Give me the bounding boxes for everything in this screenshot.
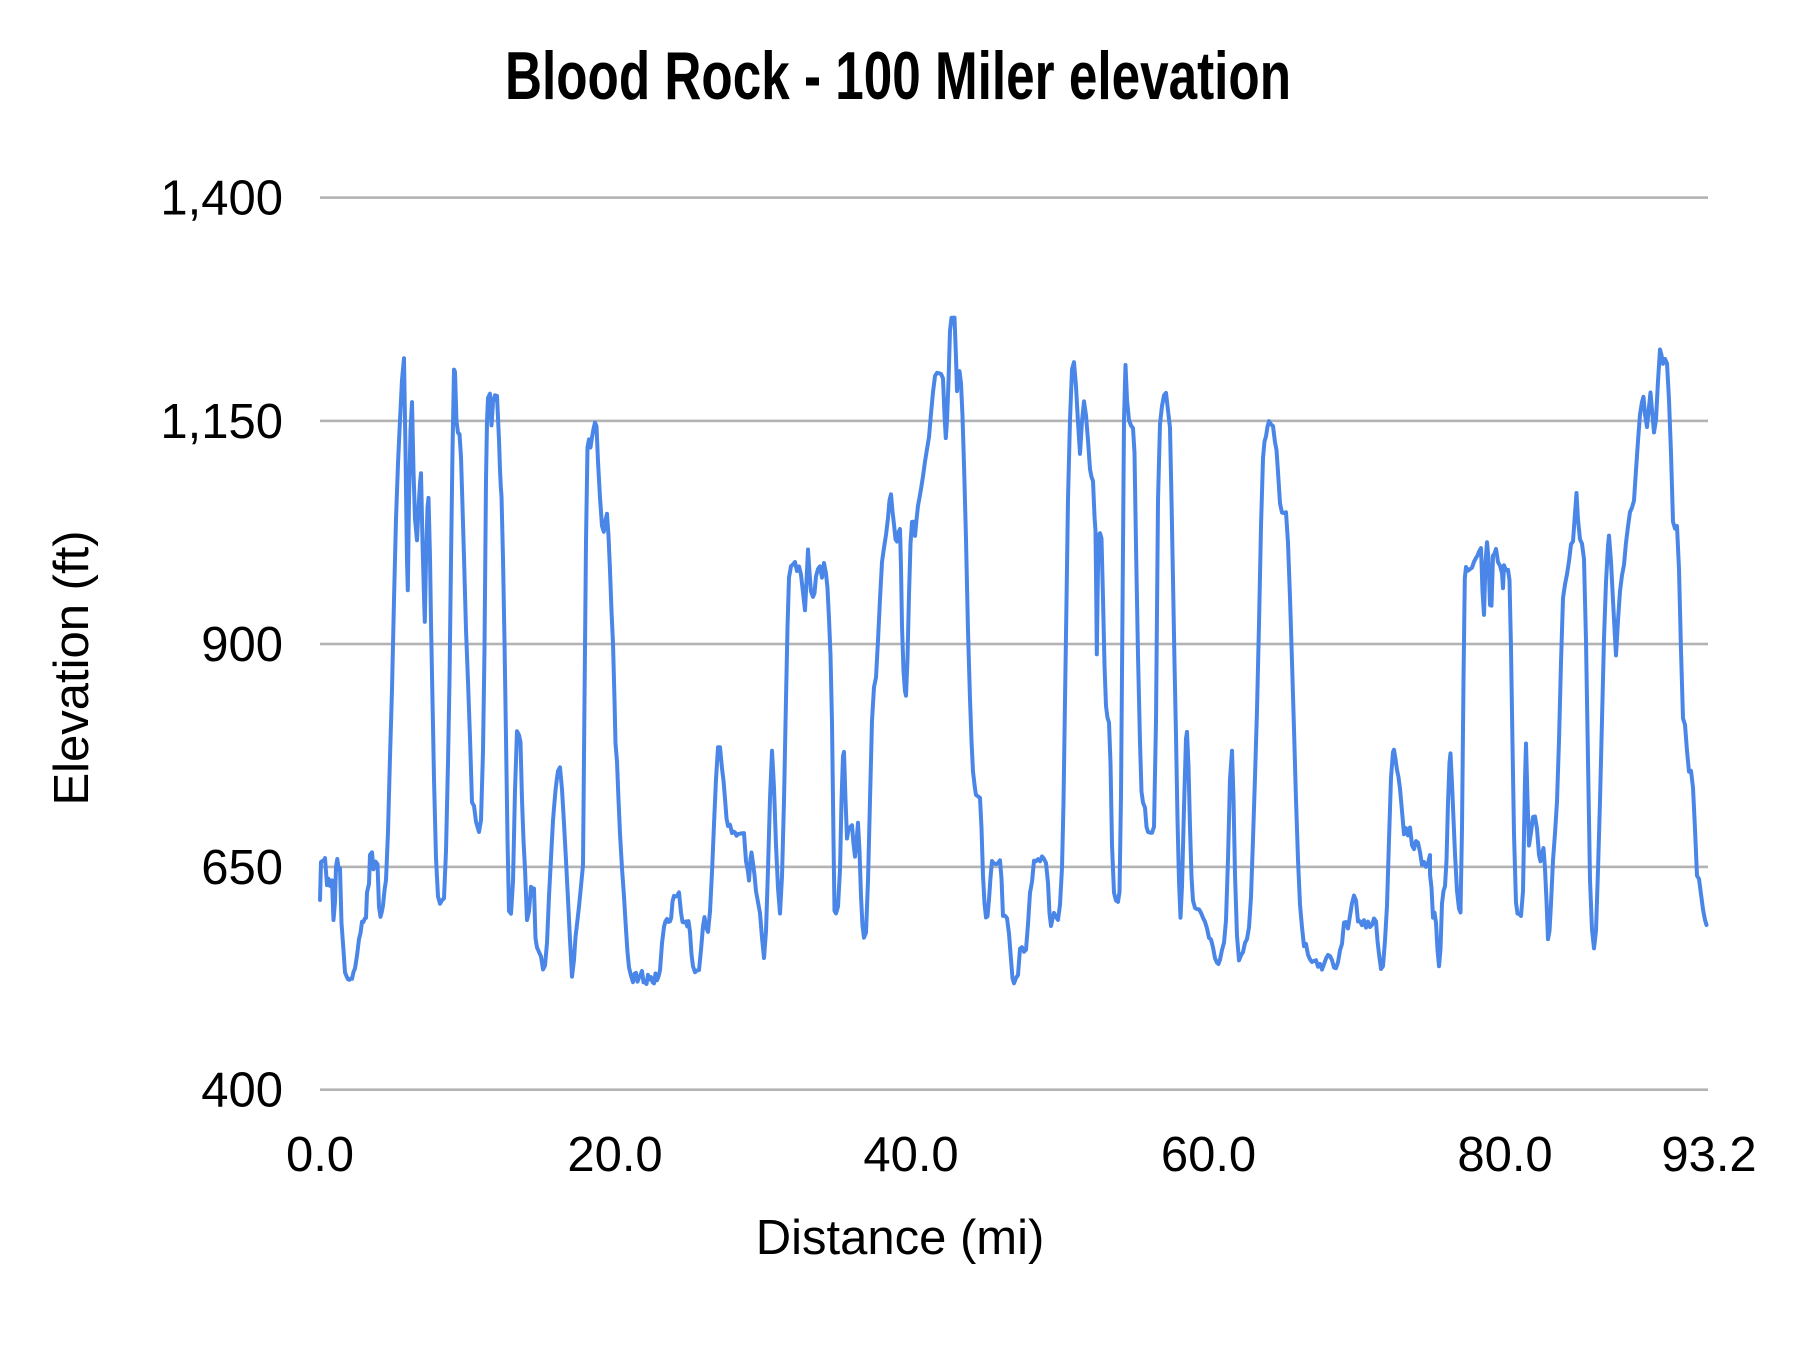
svg-text:Elevation (ft): Elevation (ft)	[45, 530, 99, 805]
svg-text:1,150: 1,150	[160, 395, 283, 449]
svg-text:400: 400	[201, 1064, 283, 1118]
svg-text:80.0: 80.0	[1457, 1128, 1552, 1182]
svg-text:1,400: 1,400	[160, 172, 283, 226]
svg-text:20.0: 20.0	[567, 1128, 662, 1182]
svg-text:93.2: 93.2	[1661, 1128, 1756, 1182]
svg-text:40.0: 40.0	[863, 1128, 958, 1182]
svg-text:650: 650	[201, 841, 283, 895]
svg-text:Blood Rock - 100 Miler elevati: Blood Rock - 100 Miler elevation	[505, 38, 1291, 114]
svg-text:0.0: 0.0	[286, 1128, 354, 1182]
svg-text:900: 900	[201, 618, 283, 672]
svg-text:60.0: 60.0	[1161, 1128, 1256, 1182]
svg-text:Distance (mi): Distance (mi)	[756, 1211, 1045, 1265]
